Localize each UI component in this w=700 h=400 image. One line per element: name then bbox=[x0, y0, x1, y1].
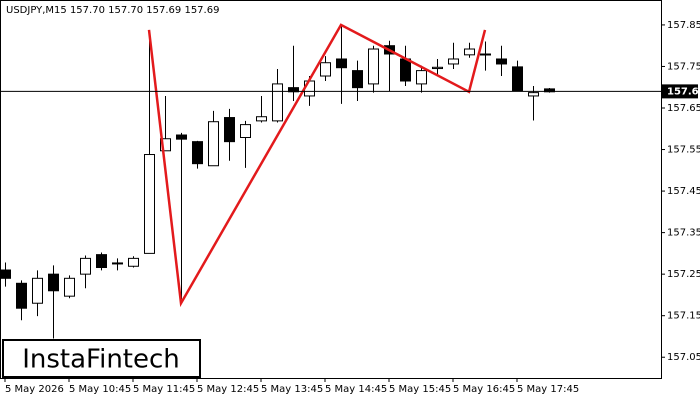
x-tick-label: 5 May 15:45 bbox=[389, 384, 451, 395]
candle-body bbox=[448, 58, 459, 65]
x-tick-label: 5 May 11:45 bbox=[133, 384, 195, 395]
x-tick-label: 5 May 16:45 bbox=[453, 384, 515, 395]
y-tick-label: 157.25 bbox=[667, 269, 700, 280]
candle-body bbox=[96, 254, 107, 269]
candle-body bbox=[160, 138, 171, 152]
candle-body bbox=[528, 92, 539, 97]
chart-title: USDJPY,M15 157.70 157.70 157.69 157.69 bbox=[6, 5, 219, 16]
candle-body bbox=[304, 80, 315, 97]
x-tick-label: 5 May 17:45 bbox=[517, 384, 579, 395]
candle-body bbox=[48, 273, 59, 292]
logo-box bbox=[2, 339, 201, 378]
candle-body bbox=[128, 257, 139, 267]
candle-body bbox=[256, 116, 267, 122]
candle-body bbox=[64, 277, 75, 297]
candle-body bbox=[192, 141, 203, 165]
y-tick-label: 157.05 bbox=[667, 352, 700, 363]
y-tick-label: 157.55 bbox=[667, 145, 700, 156]
y-tick-label: 157.15 bbox=[667, 311, 700, 322]
x-tick-label: 5 May 13:45 bbox=[261, 384, 323, 395]
candle-body bbox=[432, 66, 443, 70]
candle-body bbox=[352, 70, 363, 89]
y-tick-label: 157.45 bbox=[667, 186, 700, 197]
candle-body bbox=[112, 262, 123, 265]
candle-body bbox=[0, 269, 11, 279]
candle-body bbox=[240, 124, 251, 138]
candle-body bbox=[416, 70, 427, 85]
candle-body bbox=[176, 134, 187, 140]
candle-body bbox=[496, 58, 507, 65]
y-tick-label: 157.75 bbox=[667, 61, 700, 72]
current-price-box bbox=[662, 84, 698, 99]
current-price-label: 157.69 bbox=[667, 86, 700, 97]
x-tick-label: 5 May 14:45 bbox=[325, 384, 387, 395]
y-tick-label: 157.65 bbox=[667, 103, 700, 114]
plot-frame bbox=[0, 0, 662, 379]
candle-body bbox=[368, 48, 379, 85]
candle-body bbox=[272, 83, 283, 122]
candle-body bbox=[32, 277, 43, 304]
pattern-line bbox=[147, 23, 487, 308]
x-tick-label: 5 May 2026 bbox=[5, 384, 64, 395]
candle-body bbox=[512, 66, 523, 92]
candle-body bbox=[224, 117, 235, 143]
x-tick-label: 5 May 10:45 bbox=[69, 384, 131, 395]
candle-body bbox=[336, 58, 347, 69]
candle-body bbox=[16, 282, 27, 309]
y-tick-label: 157.85 bbox=[667, 20, 700, 31]
candle-body bbox=[464, 48, 475, 56]
candle-body bbox=[144, 154, 155, 254]
candle-body bbox=[320, 62, 331, 77]
logo: InstaFintech bbox=[22, 345, 180, 375]
candle-body bbox=[208, 121, 219, 167]
y-tick-label: 157.35 bbox=[667, 228, 700, 239]
x-tick-label: 5 May 12:45 bbox=[197, 384, 259, 395]
candle-body bbox=[480, 53, 491, 56]
candle-body bbox=[80, 257, 91, 275]
candle-body bbox=[400, 58, 411, 82]
